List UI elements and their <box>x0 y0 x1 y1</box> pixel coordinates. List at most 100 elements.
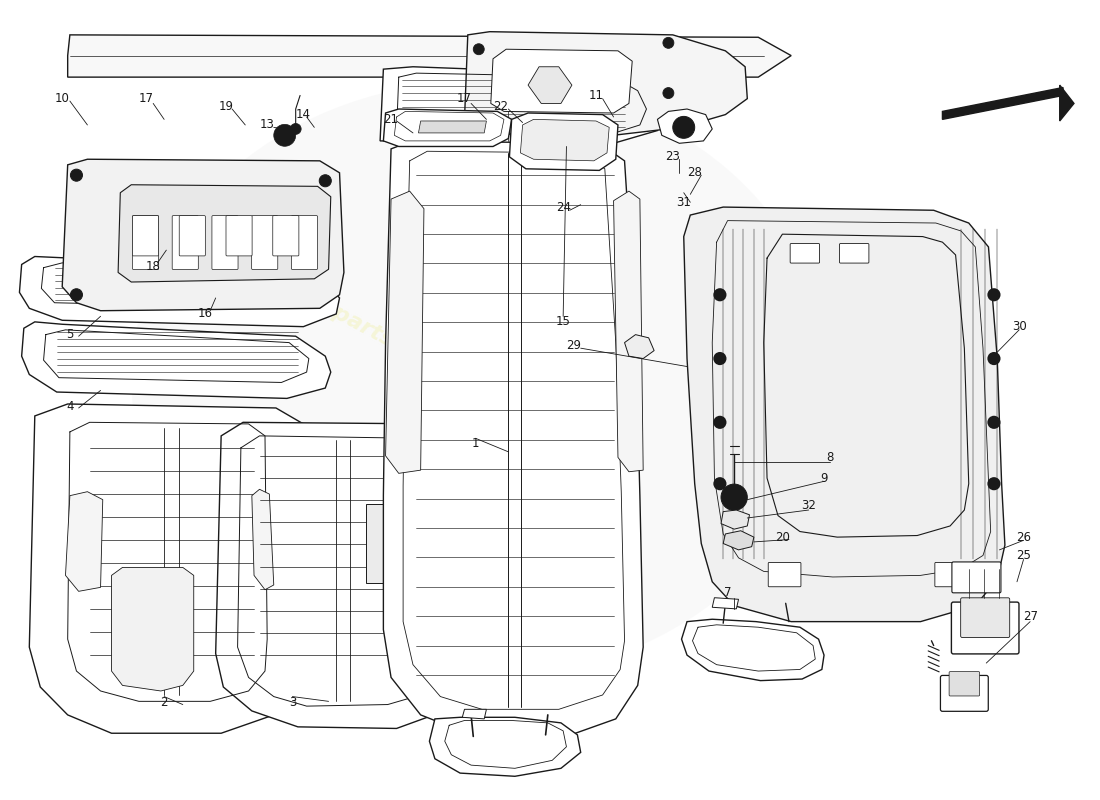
Polygon shape <box>723 530 754 550</box>
Circle shape <box>278 129 292 142</box>
Polygon shape <box>684 207 1005 622</box>
FancyBboxPatch shape <box>179 216 206 256</box>
Circle shape <box>720 484 747 510</box>
Text: 4: 4 <box>66 400 74 413</box>
Polygon shape <box>528 66 572 103</box>
Text: 10: 10 <box>55 92 69 105</box>
Circle shape <box>70 289 82 301</box>
Polygon shape <box>720 510 749 529</box>
Circle shape <box>988 416 1001 429</box>
FancyBboxPatch shape <box>949 672 980 696</box>
Text: 19: 19 <box>219 100 234 113</box>
Text: 5: 5 <box>66 328 74 341</box>
FancyBboxPatch shape <box>839 243 869 263</box>
Polygon shape <box>509 113 618 170</box>
FancyBboxPatch shape <box>935 562 968 586</box>
Circle shape <box>673 116 695 138</box>
Text: 9: 9 <box>821 472 828 485</box>
Text: 3: 3 <box>288 697 296 710</box>
Polygon shape <box>614 191 644 472</box>
Text: 20: 20 <box>776 530 790 544</box>
Text: 29: 29 <box>566 339 582 352</box>
Polygon shape <box>216 422 462 729</box>
Polygon shape <box>63 159 344 310</box>
Text: 31: 31 <box>676 196 691 209</box>
FancyBboxPatch shape <box>226 216 252 256</box>
Text: 17: 17 <box>456 92 472 105</box>
Circle shape <box>473 44 484 54</box>
Circle shape <box>988 352 1001 365</box>
Polygon shape <box>429 718 581 776</box>
Circle shape <box>290 123 301 134</box>
Polygon shape <box>658 109 712 143</box>
Circle shape <box>663 38 674 48</box>
FancyBboxPatch shape <box>790 243 820 263</box>
FancyBboxPatch shape <box>132 216 158 256</box>
Polygon shape <box>462 710 486 719</box>
Polygon shape <box>625 334 654 358</box>
Text: 24: 24 <box>556 201 571 214</box>
Circle shape <box>663 87 674 98</box>
Polygon shape <box>1059 85 1074 121</box>
Text: 27: 27 <box>1023 610 1037 623</box>
Text: 25: 25 <box>1016 549 1031 562</box>
Text: 13: 13 <box>260 118 275 131</box>
Polygon shape <box>386 191 424 474</box>
Text: 26: 26 <box>1016 530 1031 544</box>
FancyBboxPatch shape <box>768 562 801 586</box>
Text: 2: 2 <box>161 697 168 710</box>
Polygon shape <box>464 32 747 137</box>
Text: 6: 6 <box>285 129 293 142</box>
Circle shape <box>70 169 82 182</box>
Polygon shape <box>252 490 274 590</box>
Polygon shape <box>491 50 632 113</box>
FancyBboxPatch shape <box>273 216 299 256</box>
Polygon shape <box>111 567 194 691</box>
Polygon shape <box>384 109 512 146</box>
Text: 22: 22 <box>493 100 508 113</box>
Polygon shape <box>384 138 644 737</box>
Text: 17: 17 <box>139 92 154 105</box>
Circle shape <box>988 288 1001 302</box>
FancyBboxPatch shape <box>252 216 278 270</box>
FancyBboxPatch shape <box>940 675 988 711</box>
Polygon shape <box>118 185 331 282</box>
Polygon shape <box>30 404 304 734</box>
Text: a passion for parts since 1985: a passion for parts since 1985 <box>179 222 522 418</box>
Text: 14: 14 <box>296 108 311 121</box>
Polygon shape <box>520 119 609 161</box>
Text: 16: 16 <box>197 307 212 320</box>
Ellipse shape <box>132 81 829 679</box>
FancyBboxPatch shape <box>292 216 318 270</box>
Polygon shape <box>20 257 340 326</box>
Circle shape <box>988 477 1001 490</box>
Circle shape <box>319 174 331 186</box>
Polygon shape <box>682 619 824 681</box>
Polygon shape <box>22 322 331 398</box>
Polygon shape <box>66 492 102 591</box>
Text: 7: 7 <box>724 586 732 599</box>
Text: 18: 18 <box>145 259 161 273</box>
Text: 8: 8 <box>826 451 833 464</box>
Polygon shape <box>68 35 791 77</box>
FancyBboxPatch shape <box>132 216 158 270</box>
Text: 15: 15 <box>556 315 571 328</box>
Text: 30: 30 <box>1012 320 1026 333</box>
Circle shape <box>274 124 296 146</box>
Circle shape <box>727 490 740 504</box>
FancyBboxPatch shape <box>952 562 1001 593</box>
Circle shape <box>713 288 726 302</box>
Text: 23: 23 <box>666 150 680 163</box>
Polygon shape <box>712 598 738 609</box>
Circle shape <box>713 416 726 429</box>
Text: 32: 32 <box>801 498 816 512</box>
Text: 21: 21 <box>384 113 398 126</box>
Polygon shape <box>366 504 434 583</box>
Circle shape <box>713 477 726 490</box>
FancyBboxPatch shape <box>960 598 1010 638</box>
Text: 11: 11 <box>588 89 604 102</box>
Text: 1: 1 <box>472 438 480 450</box>
FancyBboxPatch shape <box>952 602 1019 654</box>
Text: 28: 28 <box>688 166 702 179</box>
FancyBboxPatch shape <box>212 216 238 270</box>
